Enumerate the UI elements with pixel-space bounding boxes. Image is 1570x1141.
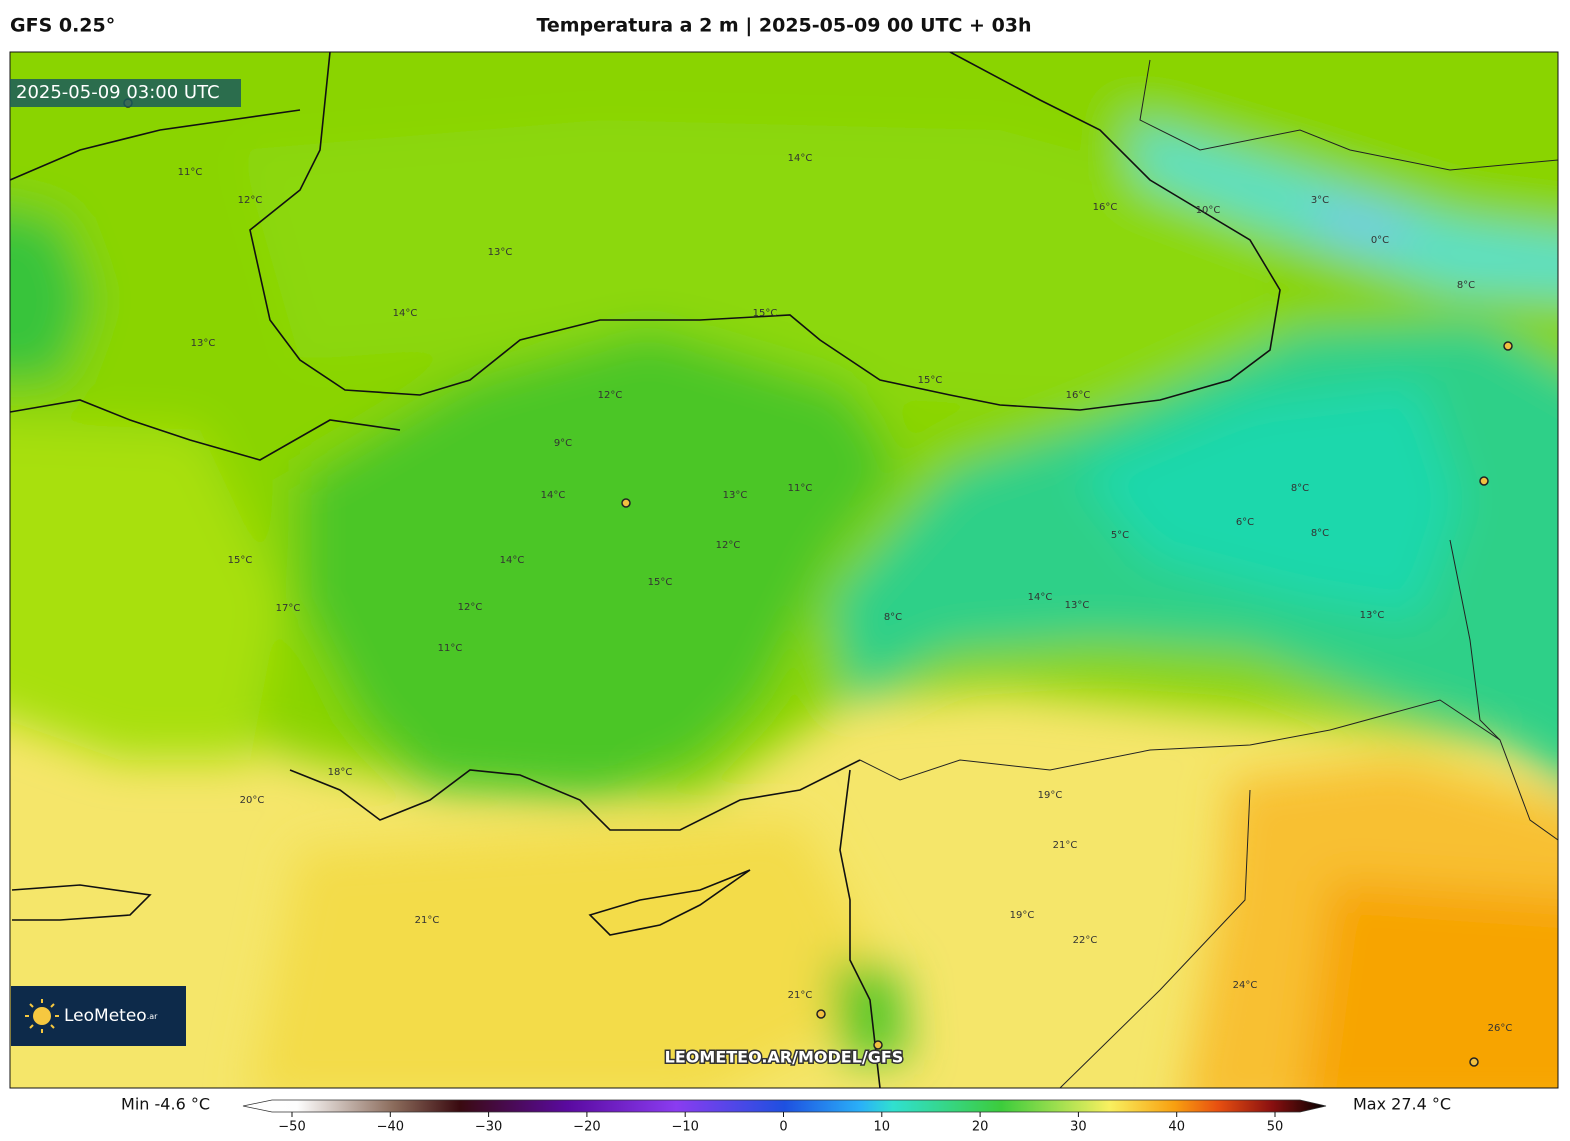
contour-label: 6°C — [1236, 517, 1254, 528]
contour-label: 12°C — [716, 540, 741, 551]
colorbar-tick-label: 30 — [1070, 1120, 1087, 1135]
contour-label: 21°C — [415, 915, 440, 926]
colorbar-ticks: −50 −40 −30 −20 −10 0 10 20 30 40 50 — [278, 1112, 1283, 1135]
contour-label: 8°C — [1311, 528, 1329, 539]
map-title: Temperatura a 2 m | 2025-05-09 00 UTC + … — [536, 15, 1031, 37]
max-label: Max 27.4 °C — [1353, 1095, 1451, 1114]
contour-label: 19°C — [1038, 790, 1063, 801]
contour-label: 5°C — [1111, 530, 1129, 541]
contour-label: 11°C — [438, 643, 463, 654]
contour-label: 11°C — [178, 167, 203, 178]
contour-label: 12°C — [458, 602, 483, 613]
borders — [859, 59, 1558, 1088]
model-name: GFS 0.25° — [10, 15, 115, 37]
contour-label: 14°C — [541, 490, 566, 501]
contour-label: 21°C — [1053, 840, 1078, 851]
min-label: Min -4.6 °C — [121, 1095, 210, 1114]
contour-label: 13°C — [191, 338, 216, 349]
colorbar-tick-label: 20 — [972, 1120, 989, 1135]
contour-label: 19°C — [1010, 910, 1035, 921]
contour-label: 10°C — [1196, 205, 1221, 216]
contour-label: 12°C — [238, 195, 263, 206]
colorbar-tick-label: −10 — [671, 1120, 698, 1135]
colorbar-tick-label: −50 — [278, 1120, 305, 1135]
contour-label: 13°C — [488, 247, 513, 258]
contour-label: 16°C — [1066, 390, 1091, 401]
contour-label: 12°C — [598, 390, 623, 401]
contour-label: 22°C — [1073, 935, 1098, 946]
contour-label: 0°C — [1371, 235, 1389, 246]
contour-label: 14°C — [1028, 592, 1053, 603]
colorbar-tick-label: −30 — [475, 1120, 502, 1135]
colorbar-tick-label: 10 — [874, 1120, 891, 1135]
logo-name: LeoMeteo — [64, 1006, 147, 1026]
contour-label: 16°C — [1093, 202, 1118, 213]
contour-label: 15°C — [753, 308, 778, 319]
contour-label: 11°C — [788, 483, 813, 494]
contour-labels: 11°C 12°C 13°C 14°C 13°C 14°C 16°C 15°C 15°C 16°C… — [178, 153, 1513, 1034]
logo-sun — [25, 999, 59, 1033]
logo-suffix: .ar — [147, 1012, 158, 1021]
contour-label: 20°C — [240, 795, 265, 806]
contour-label: 8°C — [884, 612, 902, 623]
contour-label: 13°C — [1065, 600, 1090, 611]
contour-label: 18°C — [328, 767, 353, 778]
map-frame — [9, 51, 1559, 1089]
contour-label: 8°C — [1291, 483, 1309, 494]
contour-label: 15°C — [228, 555, 253, 566]
contour-label: 15°C — [648, 577, 673, 588]
contour-label: 13°C — [1360, 610, 1385, 621]
contour-label: 24°C — [1233, 980, 1258, 991]
colorbar-tick-label: 0 — [779, 1120, 787, 1135]
contour-label: 14°C — [393, 308, 418, 319]
contour-label: 21°C — [788, 990, 813, 1001]
contour-label: 17°C — [276, 603, 301, 614]
logo-text: LeoMeteo.ar — [64, 1006, 158, 1026]
colorbar-tick-label: −40 — [377, 1120, 404, 1135]
contour-label: 26°C — [1488, 1023, 1513, 1034]
contour-label: 8°C — [1457, 280, 1475, 291]
colorbar-tick-label: 50 — [1267, 1120, 1284, 1135]
colorbar-tick-label: 40 — [1168, 1120, 1185, 1135]
timestamp-box — [10, 79, 241, 107]
contour-label: 3°C — [1311, 195, 1329, 206]
contour-label: 13°C — [723, 490, 748, 501]
timestamp: 2025-05-09 03:00 UTC — [16, 82, 220, 103]
watermark: LEOMETEO.AR/MODEL/GFS — [665, 1048, 904, 1067]
coastlines — [10, 52, 1281, 1088]
colorbar-tick-label: −20 — [573, 1120, 600, 1135]
contour-label: 14°C — [500, 555, 525, 566]
contour-label: 15°C — [918, 375, 943, 386]
contour-label: 14°C — [788, 153, 813, 164]
colorbar — [242, 1099, 1327, 1113]
city-markers — [123, 98, 1513, 1067]
contour-label: 9°C — [554, 438, 572, 449]
